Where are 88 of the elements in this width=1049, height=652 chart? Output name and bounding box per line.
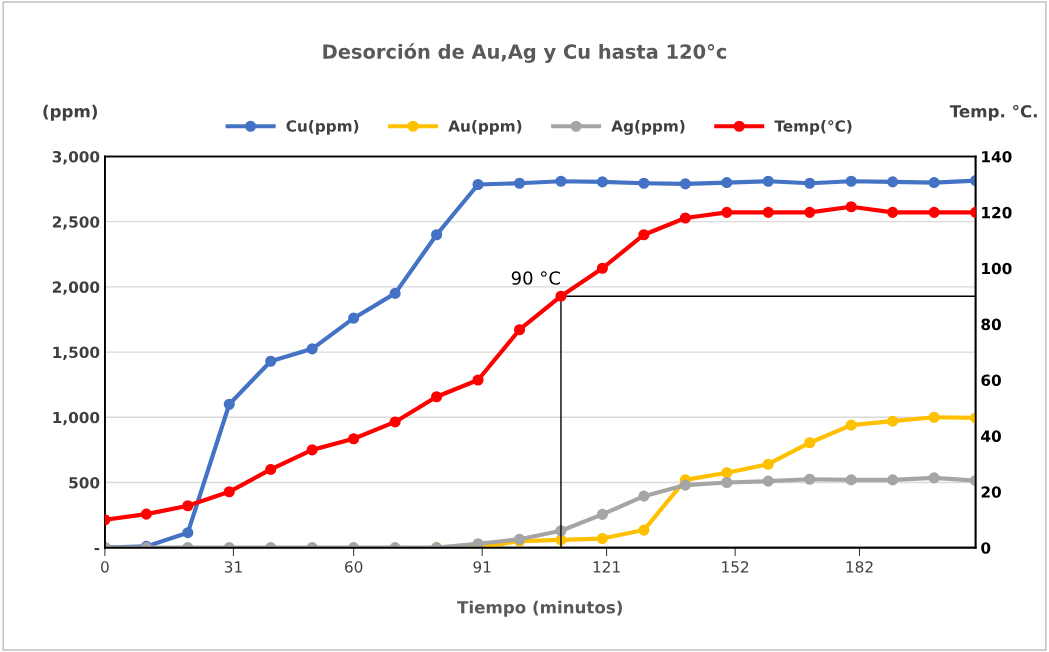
point	[140, 508, 152, 520]
x-tick-label: 0	[101, 561, 109, 573]
y2-tick-label: 20	[981, 486, 1001, 498]
point	[721, 476, 733, 489]
point	[762, 475, 774, 487]
y2-tick-label: 40	[981, 430, 1001, 442]
point	[845, 419, 857, 431]
point	[513, 324, 526, 336]
point	[804, 473, 816, 485]
point	[679, 479, 691, 491]
point	[596, 176, 608, 188]
point	[472, 178, 484, 191]
point	[555, 175, 567, 187]
x-tick-label: 60	[345, 561, 363, 573]
point	[638, 490, 650, 502]
x-tick-label: 182	[846, 561, 873, 573]
legend-label: Au(ppm)	[448, 120, 522, 135]
point	[845, 474, 857, 486]
point	[596, 262, 608, 274]
point	[306, 343, 318, 355]
point	[721, 467, 733, 479]
y-tick-label: 3,000	[52, 150, 100, 165]
y-tick-label: -	[94, 548, 100, 551]
point	[431, 229, 443, 241]
point	[804, 177, 816, 189]
ref-line-label: 90 °C	[511, 271, 560, 285]
x-axis-title: Tiempo (minutos)	[457, 600, 622, 617]
y2-tick-label: 100	[982, 262, 1012, 275]
y2-tick-label: 60	[981, 374, 1001, 387]
point	[389, 287, 401, 299]
point	[762, 206, 774, 218]
point	[721, 206, 733, 218]
point	[223, 398, 235, 410]
y-tick-label: 500	[69, 476, 100, 489]
point	[679, 178, 691, 190]
y2-tick-label: 0	[981, 542, 991, 554]
y-tick-label: 1,000	[53, 411, 100, 426]
point	[596, 508, 608, 520]
point	[928, 206, 940, 218]
point	[348, 433, 360, 445]
point	[928, 177, 940, 189]
chart-title: Desorción de Au,Ag y Cu hasta 120°c	[323, 43, 727, 63]
point	[928, 411, 940, 423]
point	[804, 206, 816, 218]
point	[472, 538, 484, 548]
legend-label: Ag(ppm)	[611, 120, 685, 135]
point	[762, 175, 774, 187]
point	[638, 177, 650, 189]
point	[223, 486, 235, 498]
point	[265, 355, 277, 367]
y2-tick-label: 140	[982, 150, 1012, 163]
point	[389, 416, 401, 428]
y-tick-label: 1,500	[53, 346, 100, 361]
x-tick-label: 152	[722, 561, 749, 573]
point	[306, 444, 318, 456]
point	[638, 524, 650, 536]
point	[596, 532, 608, 545]
point	[182, 500, 194, 512]
point	[845, 175, 857, 187]
y2-tick-label: 80	[981, 318, 1001, 331]
legend-label: Temp(°C)	[774, 120, 852, 135]
point	[348, 312, 360, 324]
point	[928, 472, 940, 484]
y-axis-title: (ppm)	[43, 104, 97, 121]
point	[804, 437, 816, 449]
y-tick-label: 2,000	[52, 281, 100, 295]
point	[845, 201, 857, 213]
point	[555, 290, 567, 302]
point	[721, 177, 733, 189]
legend-label: Cu(ppm)	[286, 120, 359, 135]
point	[887, 206, 899, 218]
point	[265, 463, 277, 475]
point	[887, 474, 899, 486]
point	[887, 415, 899, 427]
point	[472, 374, 484, 386]
y-tick-label: 2,500	[52, 216, 100, 230]
point	[638, 229, 650, 241]
point	[679, 212, 691, 224]
x-tick-label: 91	[473, 561, 491, 573]
y2-axis-title: Temp. °C.	[949, 104, 1037, 121]
x-tick-label: 121	[593, 561, 620, 573]
point	[182, 527, 194, 539]
point	[762, 458, 774, 470]
point	[887, 176, 899, 188]
point	[513, 177, 526, 189]
point	[431, 391, 443, 403]
y2-tick-label: 120	[982, 206, 1012, 219]
x-tick-label: 31	[224, 561, 242, 573]
